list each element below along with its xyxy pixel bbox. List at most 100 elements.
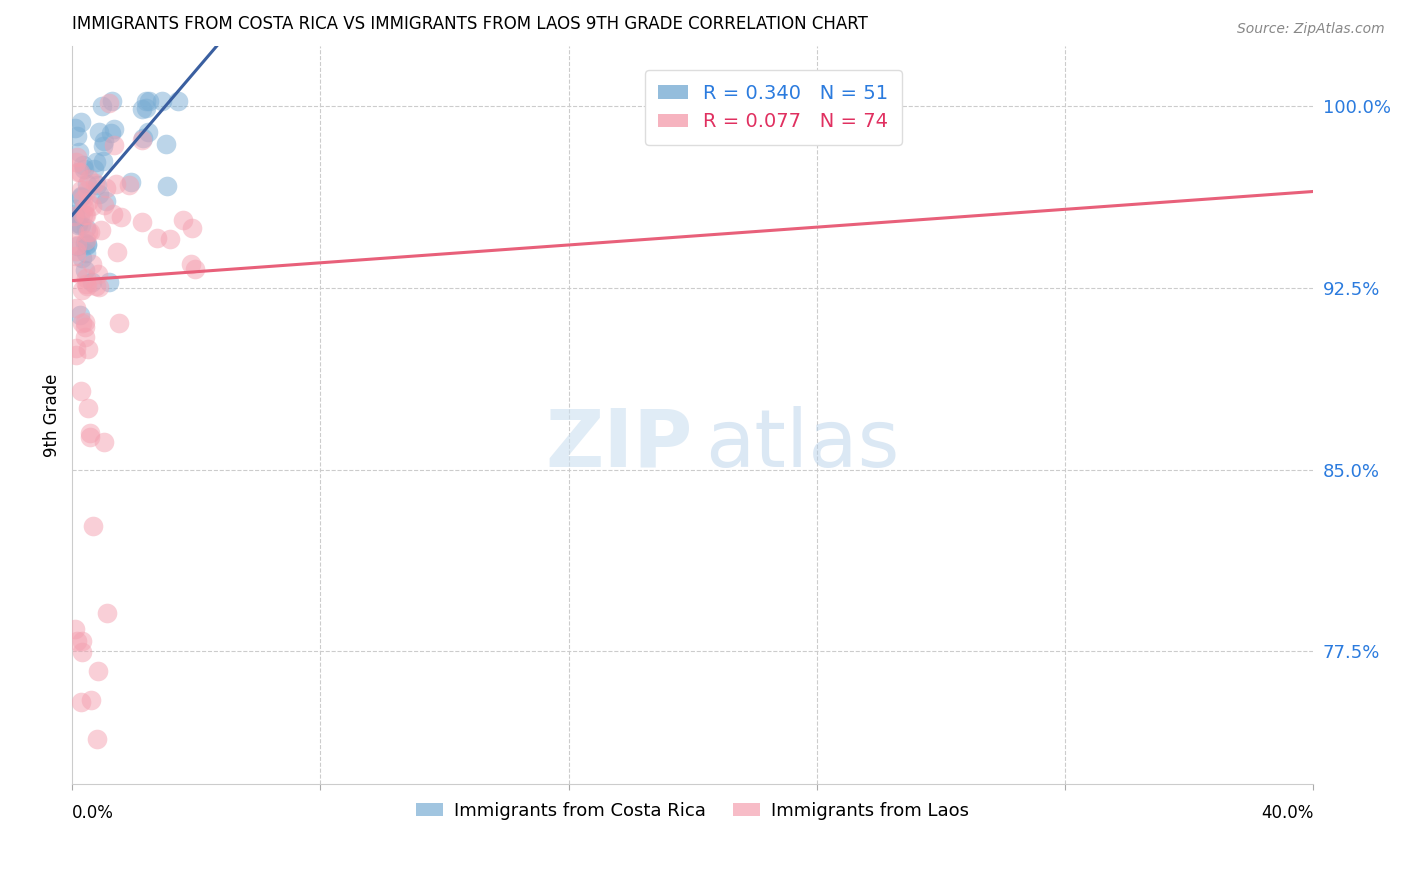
Point [79,225,101,239]
Point [135,102,157,116]
Point [66,150,89,164]
Point [150,95,173,109]
Point [93,134,115,148]
Point [66,165,89,179]
Point [105,245,128,260]
Point [63,121,86,136]
Point [84,154,107,169]
Point [86,731,108,746]
Point [91,153,114,168]
Point [107,316,129,330]
Point [103,137,125,152]
Point [94,180,117,194]
Point [73,208,96,222]
Point [76,279,98,293]
Point [82,519,104,533]
Point [73,236,96,251]
Point [63,209,86,223]
Point [75,233,97,247]
Point [72,157,94,171]
Point [76,221,98,235]
Point [80,275,103,289]
Point [65,301,87,315]
Point [166,95,188,109]
Y-axis label: 9th Grade: 9th Grade [44,374,60,457]
Text: ZIP: ZIP [546,406,693,483]
Point [65,237,87,252]
Point [96,606,118,620]
Point [79,426,101,441]
Point [132,131,155,145]
Point [110,210,132,224]
Point [90,223,112,237]
Point [73,263,96,277]
Point [66,266,89,280]
Point [87,280,110,294]
Point [66,239,89,253]
Point [69,189,91,203]
Text: Source: ZipAtlas.com: Source: ZipAtlas.com [1237,22,1385,37]
Point [63,207,86,221]
Point [131,133,153,147]
Point [69,309,91,323]
Point [73,161,96,176]
Point [131,215,153,229]
Point [65,154,87,169]
Point [69,190,91,204]
Point [135,95,157,109]
Point [77,342,100,356]
Point [80,693,103,707]
Point [63,202,86,216]
Point [66,128,89,143]
Point [66,218,89,232]
Point [63,209,86,223]
Point [101,207,124,221]
Point [63,225,86,239]
Point [65,341,87,355]
Point [172,213,194,227]
Point [66,634,89,648]
Point [73,201,96,215]
Point [76,178,98,192]
Point [76,270,98,285]
Point [63,622,86,636]
Point [105,177,128,191]
Point [86,178,108,192]
Point [100,95,122,109]
Text: IMMIGRANTS FROM COSTA RICA VS IMMIGRANTS FROM LAOS 9TH GRADE CORRELATION CHART: IMMIGRANTS FROM COSTA RICA VS IMMIGRANTS… [72,15,868,33]
Point [87,186,110,201]
Point [97,275,120,289]
Point [65,249,87,263]
Point [120,175,142,189]
Point [72,209,94,223]
Point [70,384,93,399]
Point [72,645,94,659]
Point [69,208,91,222]
Point [76,245,98,260]
Point [184,262,207,277]
Point [65,348,87,362]
Text: atlas: atlas [706,406,900,483]
Point [87,664,110,678]
Point [159,232,181,246]
Point [155,137,177,152]
Point [82,257,104,271]
Point [65,244,87,258]
Point [80,199,103,213]
Point [70,251,93,265]
Point [77,401,100,416]
Point [70,695,93,709]
Point [89,125,111,139]
Point [93,434,115,449]
Point [131,102,153,116]
Point [72,193,94,207]
Point [180,220,202,235]
Point [70,115,93,129]
Point [91,139,114,153]
Point [94,194,117,208]
Legend: Immigrants from Costa Rica, Immigrants from Laos: Immigrants from Costa Rica, Immigrants f… [409,795,976,827]
Point [69,164,91,178]
Point [91,99,114,113]
Point [93,198,115,212]
Point [75,277,97,291]
